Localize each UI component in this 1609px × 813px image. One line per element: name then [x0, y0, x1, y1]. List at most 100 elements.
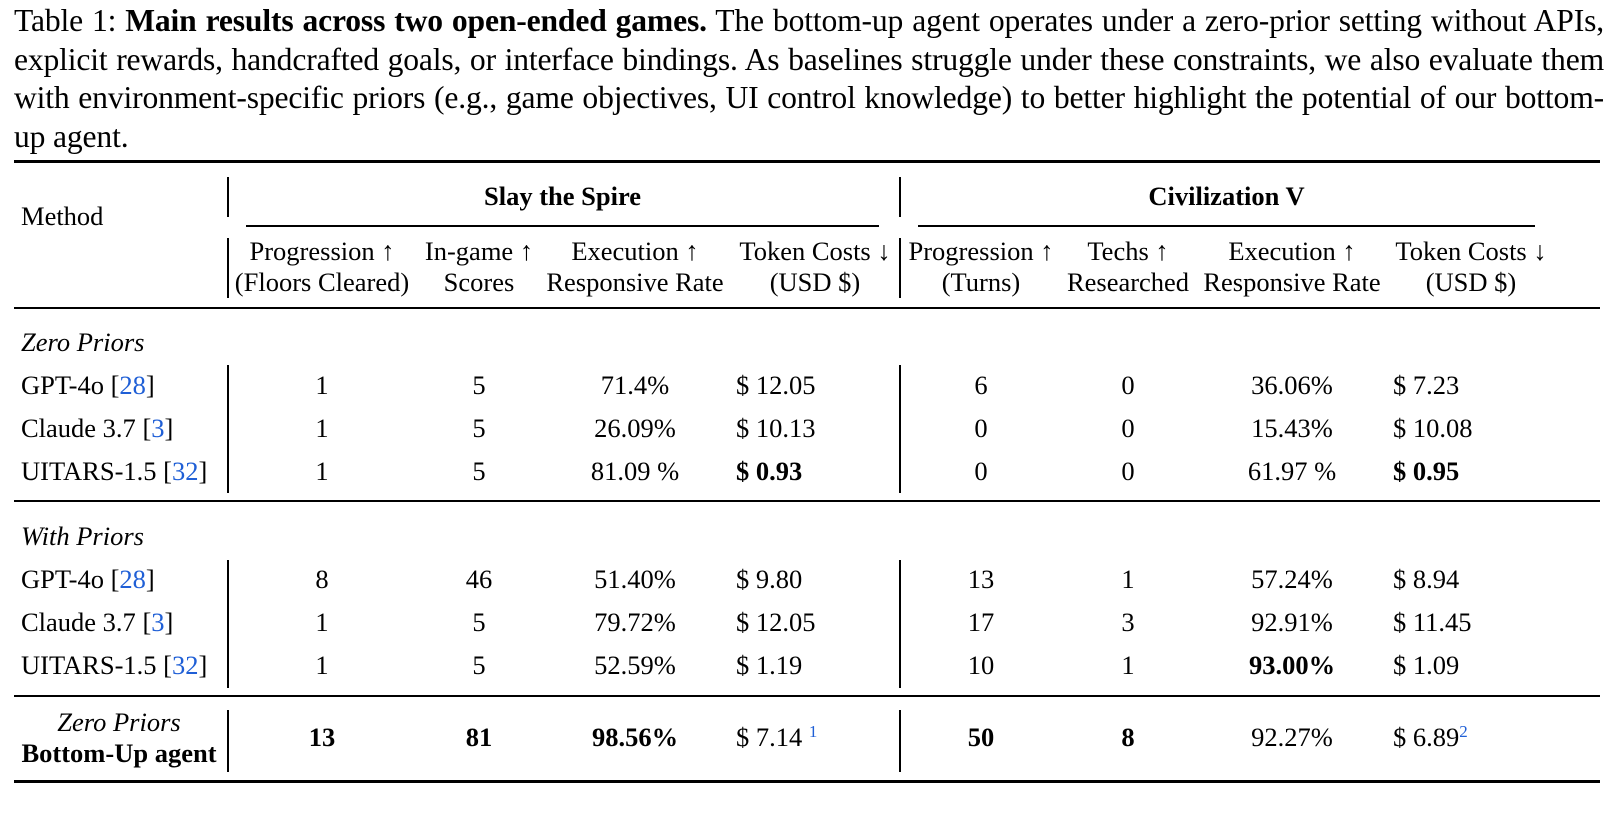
cell-value: 50 — [967, 722, 995, 752]
citation-link[interactable]: 3 — [151, 413, 165, 443]
column-header-line1: Execution ↑ — [1228, 236, 1356, 266]
table-cell: $ 12.05 — [736, 370, 816, 400]
table-cell: 92.27% — [1202, 722, 1382, 753]
table-cell: 1 — [315, 413, 329, 443]
cell-value: 92.27% — [1251, 722, 1333, 752]
table-cell: 71.4% — [600, 370, 670, 400]
vline-group — [899, 365, 901, 493]
table-cell: 8 — [315, 564, 329, 594]
table-cell: $ 1.09 — [1393, 650, 1460, 680]
column-header-line2: (USD $) — [1425, 267, 1517, 297]
table-cell: 1 — [315, 650, 329, 680]
table-cell: 5 — [472, 370, 486, 400]
cell-value: 8 — [1121, 722, 1135, 752]
final-method-name: Bottom-Up agent — [21, 738, 217, 768]
column-header-line2: Responsive Rate — [1203, 267, 1381, 297]
method-label: UITARS-1.5 — [21, 650, 157, 680]
method-name: GPT-4o [28] — [21, 370, 155, 400]
footnote-marker[interactable]: 2 — [1459, 722, 1468, 741]
method-label: GPT-4o — [21, 564, 104, 594]
table-cell: 10 — [967, 650, 995, 680]
section-rule — [14, 500, 1600, 502]
table-cell: 1 — [315, 456, 329, 486]
method-header: Method — [21, 201, 104, 231]
table-cell: $ 12.05 — [736, 607, 816, 637]
table-cell: 1 — [315, 607, 329, 637]
group-rule-slay — [246, 225, 879, 227]
column-header-line2: (Floors Cleared) — [234, 267, 410, 297]
header-rule — [14, 307, 1600, 309]
table-cell: $ 10.13 — [736, 413, 816, 443]
table-cell: 3 — [1121, 607, 1135, 637]
table-cell: 8 — [1038, 722, 1218, 753]
table-cell: 52.59% — [594, 650, 676, 680]
caption-label: Table 1: — [14, 3, 117, 38]
table-cell: 0 — [1121, 413, 1135, 443]
cell-value: 81 — [465, 722, 493, 752]
table-cell: 17 — [967, 607, 995, 637]
vline-method — [227, 238, 229, 298]
column-header-line2: Scores — [443, 267, 515, 297]
method-label: Claude 3.7 — [21, 607, 136, 637]
table-cell: 98.56% — [545, 722, 725, 753]
final-rule — [14, 695, 1600, 697]
table-cell: $ 8.94 — [1393, 564, 1460, 594]
column-header-line2: Responsive Rate — [546, 267, 724, 297]
method-label: Claude 3.7 — [21, 413, 136, 443]
column-header-line2: Researched — [1066, 267, 1190, 297]
vline-group — [899, 560, 901, 688]
method-label: GPT-4o — [21, 370, 104, 400]
table-cell: 57.24% — [1251, 564, 1333, 594]
table-cell: 79.72% — [594, 607, 676, 637]
caption-title: Main results across two open-ended games… — [125, 3, 707, 38]
cell-value: 13 — [308, 722, 336, 752]
cell-value: $ 6.89 — [1393, 722, 1460, 752]
column-header-line1: Token Costs ↓ — [1395, 236, 1547, 266]
final-method-setting: Zero Priors — [57, 707, 181, 737]
section-title: Zero Priors — [21, 327, 145, 357]
table-cell: 5 — [472, 607, 486, 637]
footnote-marker[interactable]: 1 — [808, 722, 818, 741]
column-header-line2: (USD $) — [769, 267, 861, 297]
vline-group — [899, 238, 901, 298]
group-header-slay: Slay the Spire — [483, 181, 642, 211]
table-cell: 81.09 % — [590, 456, 680, 486]
table-cell: 5 — [472, 650, 486, 680]
column-header-line1: In-game ↑ — [424, 236, 534, 266]
column-header-line1: Token Costs ↓ — [739, 236, 891, 266]
group-header-civ: Civilization V — [1148, 181, 1305, 211]
citation-link[interactable]: 32 — [171, 456, 199, 486]
table-cell: 13 — [232, 722, 412, 753]
method-name: Claude 3.7 [3] — [21, 607, 174, 637]
vline-group — [899, 710, 901, 772]
table-cell: 92.91% — [1251, 607, 1333, 637]
column-header-line1: Progression ↑ — [249, 236, 395, 266]
table-cell: 26.09% — [594, 413, 676, 443]
table-cell: $ 7.14 1 — [736, 722, 817, 753]
table-cell: 61.97 % — [1247, 456, 1337, 486]
column-header-line2: (Turns) — [941, 267, 1021, 297]
method-name: UITARS-1.5 [32] — [21, 650, 208, 680]
citation-link[interactable]: 28 — [119, 370, 146, 400]
cell-value: 98.56% — [591, 722, 679, 752]
method-label: UITARS-1.5 — [21, 456, 157, 486]
vline-method — [227, 365, 229, 493]
table-cell: 5 — [472, 413, 486, 443]
table-cell: $ 9.80 — [736, 564, 803, 594]
table-cell: 46 — [465, 564, 493, 594]
table-cell: $ 6.892 — [1393, 722, 1468, 753]
column-header-line1: Techs ↑ — [1087, 236, 1169, 266]
citation-link[interactable]: 32 — [171, 650, 199, 680]
table-cell: 50 — [891, 722, 1071, 753]
table-cell: $ 11.45 — [1393, 607, 1472, 637]
caption-text: The bottom-up agent operates under a zer… — [14, 3, 1604, 154]
table-cell: 36.06% — [1251, 370, 1333, 400]
table-cell: 15.43% — [1251, 413, 1333, 443]
vline-group — [899, 177, 901, 217]
table-cell: $ 10.08 — [1393, 413, 1473, 443]
table-cell: 5 — [472, 456, 486, 486]
citation-link[interactable]: 3 — [151, 607, 165, 637]
citation-link[interactable]: 28 — [119, 564, 146, 594]
method-name: GPT-4o [28] — [21, 564, 155, 594]
